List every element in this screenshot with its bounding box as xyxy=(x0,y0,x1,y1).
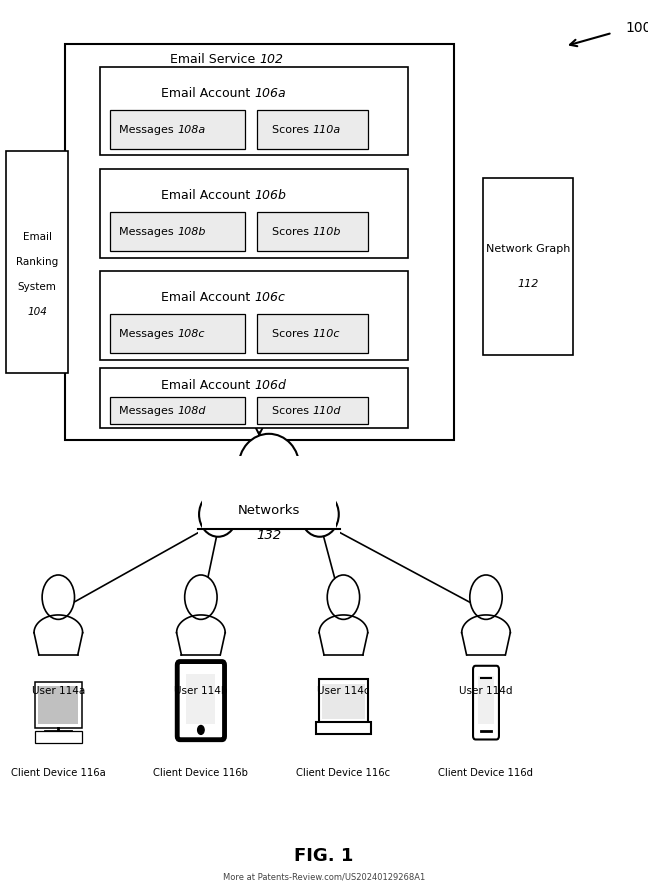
FancyBboxPatch shape xyxy=(100,169,408,258)
Text: Ranking: Ranking xyxy=(16,257,58,267)
Text: 106c: 106c xyxy=(254,291,285,304)
Text: More at Patents-Review.com/US20240129268A1: More at Patents-Review.com/US20240129268… xyxy=(223,873,425,882)
Text: Messages: Messages xyxy=(119,329,178,339)
Text: Email Account: Email Account xyxy=(161,189,254,202)
Text: User 114b: User 114b xyxy=(174,686,227,696)
FancyBboxPatch shape xyxy=(198,510,340,535)
Text: 104: 104 xyxy=(27,306,47,317)
Text: Messages: Messages xyxy=(119,124,178,135)
Ellipse shape xyxy=(199,492,237,536)
FancyBboxPatch shape xyxy=(257,397,368,424)
FancyBboxPatch shape xyxy=(257,212,368,251)
Text: Client Device 116b: Client Device 116b xyxy=(154,767,248,778)
Circle shape xyxy=(327,575,360,620)
Text: Networks: Networks xyxy=(238,504,300,517)
FancyBboxPatch shape xyxy=(483,178,573,355)
FancyBboxPatch shape xyxy=(100,271,408,360)
Text: Email Service: Email Service xyxy=(170,53,259,66)
FancyBboxPatch shape xyxy=(100,368,408,428)
Text: Email: Email xyxy=(23,232,52,242)
FancyBboxPatch shape xyxy=(110,110,245,149)
Text: 102: 102 xyxy=(259,53,283,66)
FancyBboxPatch shape xyxy=(319,679,368,724)
Ellipse shape xyxy=(215,462,259,513)
Text: Client Device 116a: Client Device 116a xyxy=(11,767,106,778)
Text: Email Account: Email Account xyxy=(161,87,254,99)
Text: Messages: Messages xyxy=(119,226,178,237)
Text: Network Graph: Network Graph xyxy=(486,243,570,254)
Text: User 114a: User 114a xyxy=(32,686,85,696)
Text: FIG. 1: FIG. 1 xyxy=(294,847,354,865)
Text: 110b: 110b xyxy=(313,226,341,237)
Text: Messages: Messages xyxy=(119,406,178,416)
FancyBboxPatch shape xyxy=(110,212,245,251)
Text: User 114d: User 114d xyxy=(459,686,513,696)
Text: Scores: Scores xyxy=(272,329,313,339)
FancyBboxPatch shape xyxy=(187,674,215,724)
FancyBboxPatch shape xyxy=(323,684,364,719)
Text: 108a: 108a xyxy=(178,124,205,135)
Text: 110d: 110d xyxy=(313,406,341,416)
FancyBboxPatch shape xyxy=(65,44,454,440)
FancyBboxPatch shape xyxy=(478,676,494,725)
FancyBboxPatch shape xyxy=(100,67,408,155)
Text: 100: 100 xyxy=(625,21,648,36)
Text: 108c: 108c xyxy=(178,329,205,339)
Ellipse shape xyxy=(238,434,299,500)
Circle shape xyxy=(185,575,217,620)
Text: 108d: 108d xyxy=(178,406,206,416)
Text: Scores: Scores xyxy=(272,226,313,237)
FancyBboxPatch shape xyxy=(35,682,82,728)
Text: 106b: 106b xyxy=(254,189,286,202)
Text: User 114c: User 114c xyxy=(317,686,370,696)
Text: System: System xyxy=(18,281,56,292)
Text: Scores: Scores xyxy=(272,124,313,135)
Text: Email Account: Email Account xyxy=(161,291,254,304)
Ellipse shape xyxy=(279,462,323,513)
FancyBboxPatch shape xyxy=(316,722,371,734)
Text: 110c: 110c xyxy=(313,329,340,339)
Text: Scores: Scores xyxy=(272,406,313,416)
Circle shape xyxy=(470,575,502,620)
FancyBboxPatch shape xyxy=(110,314,245,353)
Text: Email Account: Email Account xyxy=(161,379,254,392)
FancyBboxPatch shape xyxy=(6,151,68,373)
FancyBboxPatch shape xyxy=(177,662,224,740)
FancyBboxPatch shape xyxy=(202,456,336,529)
Text: 110a: 110a xyxy=(313,124,341,135)
Text: 106d: 106d xyxy=(254,379,286,392)
Text: Client Device 116c: Client Device 116c xyxy=(296,767,391,778)
Ellipse shape xyxy=(301,492,339,536)
FancyBboxPatch shape xyxy=(257,314,368,353)
Text: 132: 132 xyxy=(257,529,281,542)
FancyBboxPatch shape xyxy=(257,110,368,149)
Text: 108b: 108b xyxy=(178,226,206,237)
Text: 112: 112 xyxy=(518,279,538,289)
FancyBboxPatch shape xyxy=(473,666,499,740)
FancyBboxPatch shape xyxy=(110,397,245,424)
Circle shape xyxy=(198,725,204,734)
Circle shape xyxy=(42,575,75,620)
Text: 106a: 106a xyxy=(254,87,286,99)
FancyBboxPatch shape xyxy=(35,731,82,743)
FancyBboxPatch shape xyxy=(38,686,78,724)
Text: Client Device 116d: Client Device 116d xyxy=(439,767,533,778)
